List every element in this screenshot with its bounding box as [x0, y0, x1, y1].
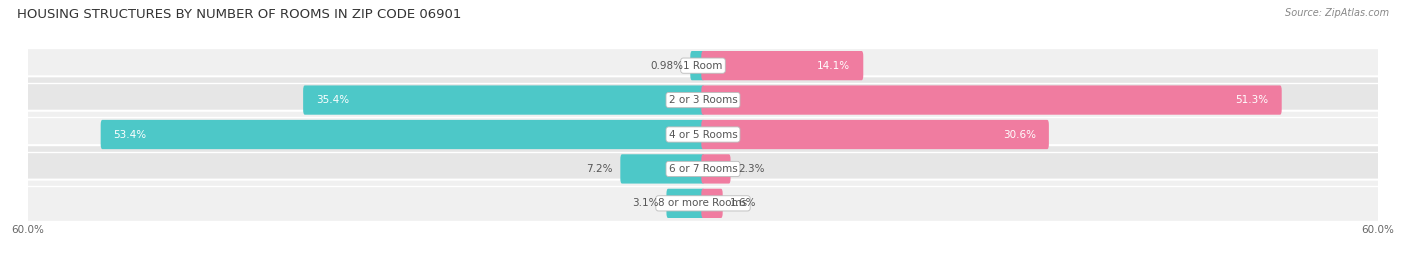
- Text: 6 or 7 Rooms: 6 or 7 Rooms: [669, 164, 737, 174]
- Text: 8 or more Rooms: 8 or more Rooms: [658, 198, 748, 208]
- FancyBboxPatch shape: [702, 189, 723, 218]
- Text: 14.1%: 14.1%: [817, 61, 851, 71]
- Text: 2.3%: 2.3%: [738, 164, 765, 174]
- FancyBboxPatch shape: [702, 51, 863, 80]
- FancyBboxPatch shape: [25, 42, 1381, 89]
- Text: 0.98%: 0.98%: [650, 61, 683, 71]
- FancyBboxPatch shape: [25, 145, 1381, 193]
- Text: 2 or 3 Rooms: 2 or 3 Rooms: [669, 95, 737, 105]
- FancyBboxPatch shape: [620, 154, 704, 183]
- FancyBboxPatch shape: [25, 111, 1381, 158]
- Text: HOUSING STRUCTURES BY NUMBER OF ROOMS IN ZIP CODE 06901: HOUSING STRUCTURES BY NUMBER OF ROOMS IN…: [17, 8, 461, 21]
- Text: 4 or 5 Rooms: 4 or 5 Rooms: [669, 129, 737, 140]
- Text: 7.2%: 7.2%: [586, 164, 613, 174]
- FancyBboxPatch shape: [702, 86, 1282, 115]
- Text: 30.6%: 30.6%: [1002, 129, 1036, 140]
- FancyBboxPatch shape: [666, 189, 704, 218]
- Text: 53.4%: 53.4%: [114, 129, 146, 140]
- FancyBboxPatch shape: [690, 51, 704, 80]
- Text: Source: ZipAtlas.com: Source: ZipAtlas.com: [1285, 8, 1389, 18]
- Text: 1 Room: 1 Room: [683, 61, 723, 71]
- FancyBboxPatch shape: [702, 154, 731, 183]
- Text: 3.1%: 3.1%: [633, 198, 659, 208]
- Text: 1.6%: 1.6%: [730, 198, 756, 208]
- FancyBboxPatch shape: [304, 86, 704, 115]
- Text: 35.4%: 35.4%: [316, 95, 349, 105]
- FancyBboxPatch shape: [702, 120, 1049, 149]
- Text: 51.3%: 51.3%: [1236, 95, 1268, 105]
- FancyBboxPatch shape: [25, 76, 1381, 124]
- FancyBboxPatch shape: [101, 120, 704, 149]
- FancyBboxPatch shape: [25, 180, 1381, 227]
